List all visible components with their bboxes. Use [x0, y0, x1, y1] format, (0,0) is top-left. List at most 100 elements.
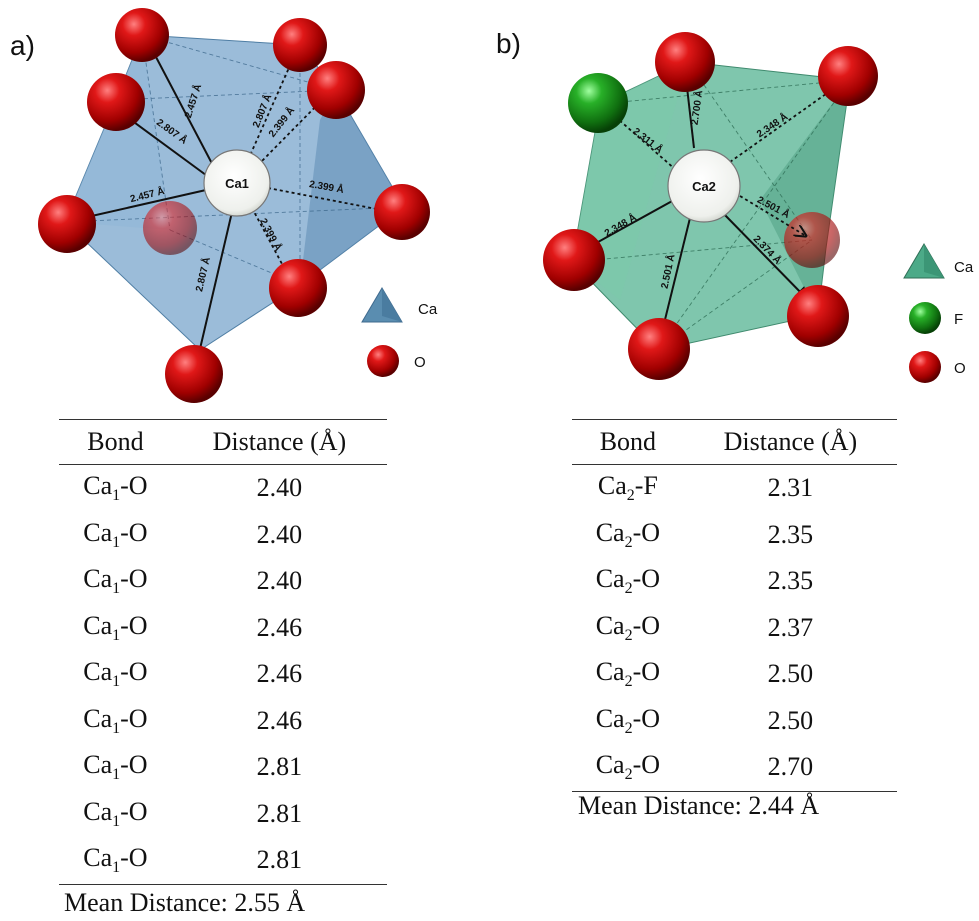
oxygen-atom — [143, 201, 197, 255]
bond-atom: Ca — [83, 517, 113, 547]
table-row: Ca2-O 2.70 — [572, 744, 897, 792]
oxygen-atom — [165, 345, 223, 403]
distance-cell: 2.81 — [256, 752, 303, 782]
distance-cell: 2.46 — [256, 612, 303, 642]
bond-partner: -O — [120, 471, 148, 501]
bond-atom: Ca — [595, 610, 625, 640]
legend-label: F — [954, 311, 963, 328]
distance-cell: 2.81 — [171, 837, 387, 885]
distance-cell: 2.46 — [256, 659, 303, 689]
sphere-icon — [909, 302, 941, 334]
bond-atom: Ca — [595, 564, 625, 594]
oxygen-atom — [784, 212, 840, 268]
table-row: Ca1-O 2.46 — [59, 605, 387, 652]
bond-cell: Ca1-O — [59, 744, 172, 791]
bond-partner: -O — [120, 657, 148, 687]
tetrahedron-icon — [361, 287, 403, 323]
panel-a-structure: Ca1 2.457 Å 2.807 Å 2.807 Å 2.399 Å 2.45… — [38, 8, 430, 403]
mean-distance-a: Mean Distance: 2.55 Å — [64, 888, 306, 917]
bond-subscript: 1 — [112, 533, 121, 551]
bond-atom: Ca — [597, 471, 627, 501]
legend-label: Ca — [954, 259, 974, 276]
table-row: Ca2-O 2.50 — [572, 698, 897, 745]
bond-subscript: 1 — [112, 719, 121, 737]
bond-partner: -O — [120, 610, 148, 640]
ca1-center-atom — [203, 149, 271, 217]
bond-cell: Ca1-O — [59, 698, 172, 745]
bond-cell: Ca1-O — [59, 605, 172, 652]
oxygen-atom — [818, 46, 878, 106]
bond-subscript: 2 — [626, 487, 635, 505]
oxygen-atom — [787, 285, 849, 347]
bond-subscript: 2 — [624, 719, 633, 737]
bond-atom: Ca — [595, 750, 625, 780]
table-row: Ca1-O 2.46 — [59, 698, 387, 745]
table-row: Ca2-F 2.31 — [572, 465, 897, 512]
bond-cell: Ca2-F — [572, 465, 684, 512]
oxygen-atom — [115, 8, 169, 62]
bond-subscript: 1 — [112, 673, 121, 691]
bond-atom: Ca — [83, 750, 113, 780]
legend-label: O — [954, 360, 966, 377]
bond-subscript: 2 — [624, 580, 633, 598]
column-header: Bond — [59, 419, 172, 465]
ca2-center-atom — [667, 149, 741, 223]
table-row: Ca1-O 2.81 — [59, 791, 387, 838]
table-row: Ca2-O 2.37 — [572, 605, 897, 652]
distance-cell: 2.31 — [767, 473, 814, 503]
distance-cell: 2.35 — [767, 566, 814, 596]
bond-atom: Ca — [83, 796, 113, 826]
distance-cell: 2.35 — [767, 519, 814, 549]
bond-partner: -O — [632, 703, 661, 733]
bond-cell: Ca2-O — [572, 558, 684, 605]
bond-atom: Ca — [83, 610, 113, 640]
bond-subscript: 1 — [112, 487, 121, 505]
bond-atom: Ca — [83, 657, 113, 687]
legend-label: Ca — [418, 301, 438, 318]
legend-label: O — [414, 354, 426, 371]
bond-atom: Ca — [83, 564, 113, 594]
table-row: Ca1-O 2.46 — [59, 651, 387, 698]
sphere-icon — [367, 345, 399, 377]
bond-partner: -O — [120, 564, 148, 594]
oxygen-atom — [273, 18, 327, 72]
legend-b: Ca F O — [903, 243, 974, 383]
table-row: Ca1-O 2.40 — [59, 512, 387, 559]
bond-atom: Ca — [595, 657, 625, 687]
tetrahedron-icon — [903, 243, 945, 279]
bond-subscript: 1 — [112, 626, 121, 644]
bond-atom: Ca — [595, 703, 625, 733]
distance-cell: 2.50 — [767, 659, 814, 689]
ca2-label: Ca2 — [692, 179, 716, 194]
bond-partner: -O — [632, 657, 661, 687]
bond-cell: Ca2-O — [572, 744, 684, 792]
bond-partner: -O — [632, 517, 661, 547]
oxygen-atom — [87, 73, 145, 131]
bond-subscript: 1 — [112, 766, 121, 784]
oxygen-atom — [374, 184, 430, 240]
bond-cell: Ca2-O — [572, 605, 684, 652]
bond-subscript: 2 — [624, 766, 633, 784]
bond-cell: Ca1-O — [59, 465, 172, 512]
bond-partner: -O — [632, 750, 661, 780]
table-row: Ca2-O 2.35 — [572, 512, 897, 559]
bond-atom: Ca — [83, 843, 113, 873]
oxygen-atom — [269, 259, 327, 317]
bond-atom: Ca — [595, 517, 625, 547]
distance-cell: 2.50 — [767, 705, 814, 735]
distance-cell: 2.40 — [256, 473, 303, 503]
panel-a-label: a) — [10, 30, 35, 61]
table-row: Ca1-O 2.81 — [59, 837, 387, 885]
table-row: Ca1-O 2.40 — [59, 465, 387, 512]
bond-partner: -F — [634, 471, 658, 501]
bond-cell: Ca1-O — [59, 651, 172, 698]
distance-cell: 2.40 — [256, 566, 303, 596]
bond-atom: Ca — [83, 703, 113, 733]
oxygen-atom — [38, 195, 96, 253]
distance-cell: 2.40 — [256, 519, 303, 549]
mean-distance-b: Mean Distance: 2.44 Å — [578, 791, 820, 820]
oxygen-atom — [628, 318, 690, 380]
bond-subscript: 2 — [624, 673, 633, 691]
column-header: Bond — [572, 419, 684, 465]
bond-subscript: 1 — [112, 812, 121, 830]
